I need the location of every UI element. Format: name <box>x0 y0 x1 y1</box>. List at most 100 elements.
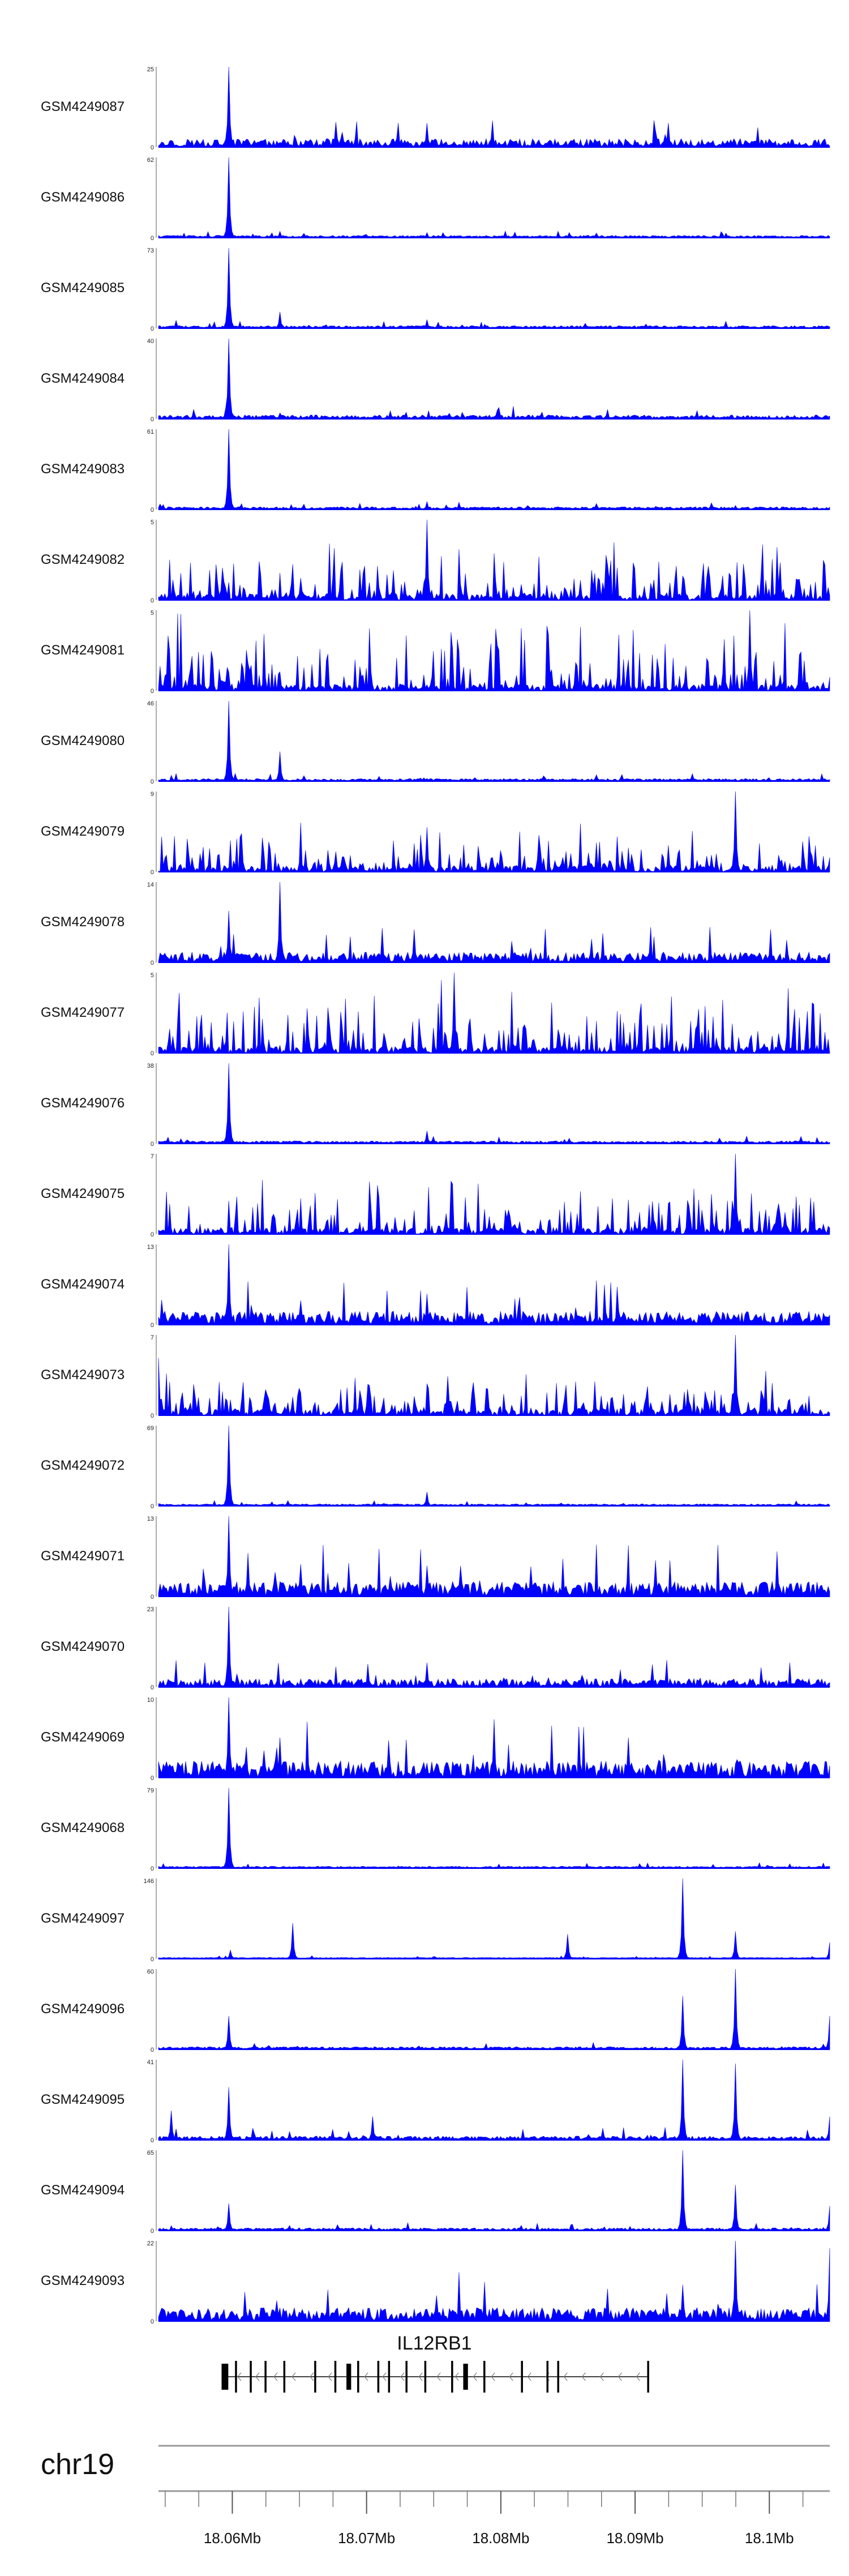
gene-model: IL12RB1 <box>221 2333 649 2393</box>
strand-arrow <box>328 2372 332 2381</box>
track-GSM4249074: GSM4249074 13 0 <box>41 1244 830 1329</box>
track-label: GSM4249079 <box>41 824 125 839</box>
coverage-area <box>158 338 830 420</box>
gene-name-label: IL12RB1 <box>397 2333 471 2354</box>
strand-arrow <box>509 2372 513 2381</box>
track-GSM4249081: GSM4249081 5 0 <box>41 610 830 695</box>
track-label: GSM4249097 <box>41 1911 125 1926</box>
y-axis-max-label: 40 <box>147 338 154 345</box>
track-label: GSM4249078 <box>41 914 125 930</box>
y-axis-max-label: 65 <box>147 2150 154 2156</box>
y-axis-zero-label: 0 <box>151 960 154 966</box>
y-axis-max-label: 46 <box>147 700 154 707</box>
coverage-area <box>158 429 830 510</box>
track-label: GSM4249095 <box>41 2092 125 2107</box>
y-axis-zero-label: 0 <box>151 1684 154 1691</box>
y-axis-zero-label: 0 <box>151 1503 154 1510</box>
track-GSM4249093: GSM4249093 22 0 <box>41 2240 830 2325</box>
strand-arrow <box>527 2372 531 2381</box>
axis-tick-label: 18.06Mb <box>204 2530 261 2547</box>
track-label: GSM4249082 <box>41 552 125 567</box>
strand-arrow <box>364 2372 368 2381</box>
track-GSM4249083: GSM4249083 61 0 <box>41 429 830 514</box>
coverage-area <box>158 1425 830 1507</box>
coverage-area <box>158 2059 830 2141</box>
track-GSM4249085: GSM4249085 73 0 <box>41 247 830 332</box>
y-axis-zero-label: 0 <box>151 1231 154 1238</box>
y-axis-max-label: 62 <box>147 157 154 164</box>
axis-tick-label: 18.09Mb <box>606 2530 663 2547</box>
y-axis-zero-label: 0 <box>151 235 154 242</box>
coverage-area <box>158 972 830 1054</box>
coverage-area <box>158 1334 830 1416</box>
track-GSM4249084: GSM4249084 40 0 <box>41 338 830 423</box>
strand-arrow <box>418 2372 423 2381</box>
strand-arrow <box>599 2372 604 2381</box>
track-GSM4249096: GSM4249096 60 0 <box>41 1969 830 2053</box>
y-axis-max-label: 79 <box>147 1787 154 1794</box>
track-GSM4249068: GSM4249068 79 0 <box>41 1787 830 1872</box>
track-GSM4249076: GSM4249076 38 0 <box>41 1063 830 1148</box>
track-label: GSM4249094 <box>41 2183 125 2198</box>
coverage-area <box>158 1697 830 1778</box>
gene-exon <box>377 2361 380 2393</box>
coverage-area <box>158 1878 830 1959</box>
y-axis-zero-label: 0 <box>151 326 154 332</box>
coverage-area <box>158 247 830 329</box>
coverage-area <box>158 1606 830 1688</box>
y-axis-zero-label: 0 <box>151 416 154 423</box>
track-GSM4249078: GSM4249078 14 0 <box>41 882 830 966</box>
track-label: GSM4249085 <box>41 280 125 296</box>
strand-arrow <box>255 2372 260 2381</box>
track-GSM4249070: GSM4249070 23 0 <box>41 1606 830 1691</box>
y-axis-max-label: 69 <box>147 1425 154 1432</box>
strand-arrow <box>473 2372 477 2381</box>
y-axis-zero-label: 0 <box>151 2137 154 2144</box>
y-axis-max-label: 23 <box>147 1606 154 1613</box>
coverage-area <box>158 157 830 238</box>
gene-exon <box>424 2361 427 2393</box>
gene-exon <box>346 2364 351 2390</box>
track-label: GSM4249075 <box>41 1186 125 1201</box>
y-axis-zero-label: 0 <box>151 1322 154 1329</box>
gene-exon <box>283 2361 286 2393</box>
y-axis-max-label: 9 <box>151 791 154 798</box>
y-axis-zero-label: 0 <box>151 1413 154 1419</box>
track-label: GSM4249071 <box>41 1548 125 1564</box>
coverage-area <box>158 519 830 601</box>
y-axis-zero-label: 0 <box>151 869 154 876</box>
y-axis-zero-label: 0 <box>151 507 154 514</box>
genomic-axis: chr19 18.06Mb 18.07Mb 18.08Mb 18.09Mb 18.1Mb <box>41 2445 830 2547</box>
strand-arrow <box>310 2372 314 2381</box>
strand-arrow <box>382 2372 387 2381</box>
track-label: GSM4249084 <box>41 371 125 386</box>
y-axis-zero-label: 0 <box>151 2228 154 2235</box>
track-label: GSM4249077 <box>41 1005 125 1020</box>
y-axis-max-label: 5 <box>151 972 154 979</box>
y-axis-zero-label: 0 <box>151 688 154 695</box>
gene-exon <box>357 2361 359 2393</box>
track-GSM4249069: GSM4249069 10 0 <box>41 1697 830 1782</box>
track-label: GSM4249080 <box>41 733 125 748</box>
axis-tick-label: 18.07Mb <box>338 2530 395 2547</box>
y-axis-max-label: 38 <box>147 1063 154 1069</box>
y-axis-max-label: 41 <box>147 2059 154 2066</box>
track-GSM4249082: GSM4249082 5 0 <box>41 519 830 604</box>
gene-exon <box>483 2361 486 2393</box>
track-label: GSM4249068 <box>41 1820 125 1835</box>
y-axis-max-label: 22 <box>147 2240 154 2247</box>
track-GSM4249095: GSM4249095 41 0 <box>41 2059 830 2144</box>
gene-exon <box>557 2361 559 2393</box>
y-axis-max-label: 13 <box>147 1516 154 1522</box>
strand-arrow <box>618 2372 622 2381</box>
track-GSM4249071: GSM4249071 13 0 <box>41 1516 830 1601</box>
y-axis-zero-label: 0 <box>151 1956 154 1963</box>
coverage-area <box>158 1969 830 2050</box>
track-label: GSM4249093 <box>41 2273 125 2288</box>
coverage-area <box>158 882 830 963</box>
y-axis-zero-label: 0 <box>151 778 154 785</box>
track-label: GSM4249076 <box>41 1096 125 1111</box>
strand-arrow <box>636 2372 640 2381</box>
y-axis-max-label: 7 <box>151 1153 154 1160</box>
